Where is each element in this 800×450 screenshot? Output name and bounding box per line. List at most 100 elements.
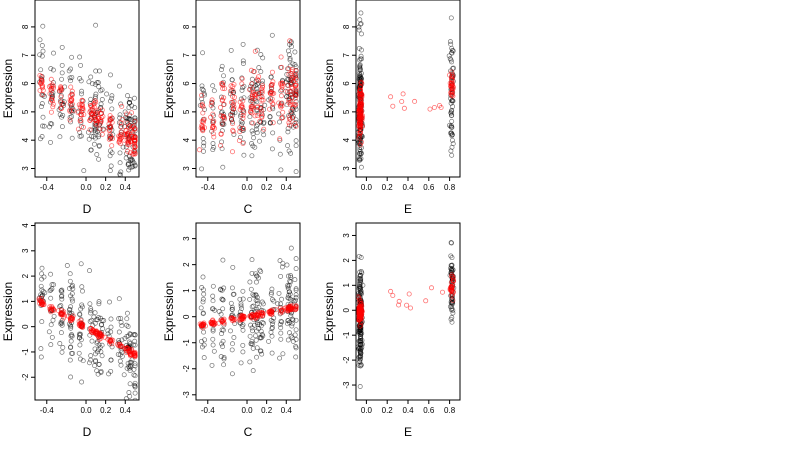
black-point: [127, 117, 133, 123]
black-point: [289, 323, 295, 329]
red-point: [423, 298, 429, 304]
black-point: [108, 316, 114, 322]
black-point: [449, 255, 455, 261]
black-point: [260, 333, 266, 339]
black-point: [277, 151, 283, 157]
black-point: [357, 65, 363, 71]
red-point: [270, 120, 276, 126]
black-point: [91, 141, 97, 147]
black-point: [96, 156, 102, 162]
black-point: [59, 294, 64, 300]
black-point: [96, 134, 101, 140]
black-point: [293, 344, 299, 349]
red-point: [236, 138, 242, 144]
black-point: [247, 359, 253, 365]
black-point: [99, 97, 105, 102]
black-point: [96, 301, 102, 307]
red-point: [98, 117, 104, 123]
black-point: [87, 360, 92, 366]
black-point: [40, 48, 46, 54]
black-point: [199, 86, 205, 92]
red-point: [107, 135, 113, 141]
y-tick-label: 6: [342, 81, 351, 86]
black-point: [257, 267, 263, 273]
black-point: [89, 133, 95, 139]
red-point: [122, 137, 128, 143]
red-point: [92, 98, 98, 104]
y-tick-label: 8: [21, 24, 30, 29]
black-point: [219, 296, 225, 302]
black-point: [51, 50, 56, 56]
black-point: [357, 156, 363, 162]
red-point: [240, 98, 246, 104]
red-point: [209, 97, 215, 103]
black-point: [247, 114, 253, 120]
red-point: [404, 302, 410, 308]
x-axis-title: E: [404, 202, 412, 216]
black-point: [248, 286, 254, 292]
black-point: [229, 285, 235, 291]
red-point: [288, 76, 294, 82]
black-point: [210, 298, 216, 304]
black-point: [88, 357, 94, 363]
x-tick-label: 0.0: [361, 183, 373, 192]
black-point: [228, 300, 234, 306]
black-point: [116, 329, 122, 335]
red-point: [450, 289, 456, 295]
black-point: [357, 21, 363, 27]
black-point: [38, 67, 44, 73]
red-point: [359, 101, 365, 107]
black-point: [357, 149, 363, 154]
panel-bottom-right: 0.0 0.2 0.4 0.6 0.8 -3 -2 -1 0 1 2 3 E Expression: [322, 222, 461, 439]
black-point: [127, 164, 133, 170]
black-point: [278, 330, 284, 336]
black-point: [293, 292, 299, 298]
panel-bottom-left: -0.4 0.0 0.2 0.4 -2 -1 0 1 2 3 4 D Expression: [1, 222, 140, 439]
black-point: [253, 126, 259, 132]
black-point: [38, 346, 44, 352]
black-point: [119, 323, 125, 329]
black-point: [97, 344, 103, 350]
red-point: [388, 94, 394, 100]
red-point: [396, 302, 402, 308]
black-point: [358, 363, 363, 369]
red-point: [286, 66, 292, 72]
red-point: [128, 110, 134, 116]
red-point: [249, 110, 255, 116]
red-point: [58, 94, 64, 100]
black-point: [358, 342, 364, 348]
black-point: [48, 295, 54, 301]
y-tick-label: 1: [21, 299, 30, 304]
black-point: [448, 41, 454, 47]
red-point: [229, 315, 235, 321]
black-point: [285, 143, 291, 149]
black-point: [46, 329, 52, 335]
black-point: [78, 337, 84, 343]
black-point: [256, 65, 262, 71]
black-point: [280, 260, 286, 266]
black-point: [133, 411, 137, 415]
red-point: [116, 139, 122, 145]
red-point: [249, 81, 255, 87]
red-point: [359, 80, 365, 86]
red-point: [358, 92, 364, 98]
black-point: [237, 134, 243, 140]
red-point: [39, 295, 45, 301]
black-point: [357, 384, 363, 389]
red-point: [259, 108, 265, 114]
x-tick-label: 0.8: [444, 183, 456, 192]
black-point: [108, 357, 114, 363]
black-point: [447, 56, 453, 62]
red-point: [293, 102, 299, 108]
black-point: [269, 325, 275, 330]
red-point: [79, 323, 85, 329]
black-point: [39, 271, 45, 277]
x-tick-label: 0.4: [281, 183, 293, 192]
red-point: [279, 103, 285, 109]
black-point: [70, 298, 76, 304]
red-point: [284, 82, 290, 88]
y-tick-label: 5: [342, 109, 351, 114]
red-point: [269, 69, 275, 75]
black-point: [254, 294, 260, 300]
black-point: [93, 126, 98, 132]
